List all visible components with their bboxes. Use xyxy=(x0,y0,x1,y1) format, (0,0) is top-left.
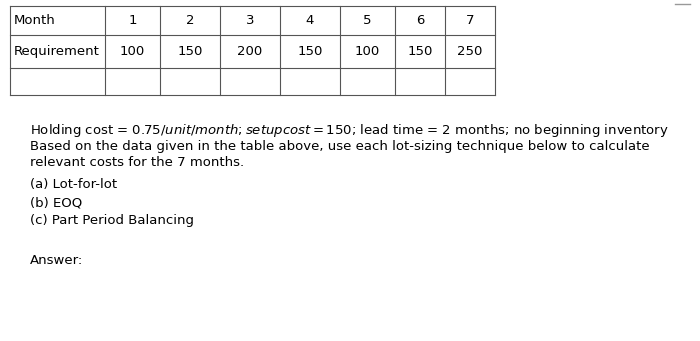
Text: 7: 7 xyxy=(466,14,475,27)
Text: 5: 5 xyxy=(363,14,372,27)
Text: 6: 6 xyxy=(416,14,424,27)
Text: 100: 100 xyxy=(355,45,380,58)
Text: 250: 250 xyxy=(457,45,483,58)
Text: Answer:: Answer: xyxy=(30,254,83,267)
Text: Month: Month xyxy=(14,14,56,27)
Text: 150: 150 xyxy=(298,45,323,58)
Text: 4: 4 xyxy=(306,14,314,27)
Text: Based on the data given in the table above, use each lot-sizing technique below : Based on the data given in the table abo… xyxy=(30,140,654,153)
Text: 1: 1 xyxy=(128,14,136,27)
Text: 150: 150 xyxy=(407,45,433,58)
Text: 2: 2 xyxy=(186,14,195,27)
Text: 100: 100 xyxy=(120,45,145,58)
Text: 200: 200 xyxy=(237,45,262,58)
Text: (a) Lot-for-lot: (a) Lot-for-lot xyxy=(30,178,117,191)
Text: 3: 3 xyxy=(246,14,254,27)
Text: 150: 150 xyxy=(177,45,203,58)
Text: (c) Part Period Balancing: (c) Part Period Balancing xyxy=(30,214,194,227)
Text: Requirement: Requirement xyxy=(14,45,100,58)
Text: (b) EOQ: (b) EOQ xyxy=(30,196,83,209)
Text: relevant costs for the 7 months.: relevant costs for the 7 months. xyxy=(30,156,244,169)
Text: Holding cost = $0.75/unit/month; setup cost = $150; lead time = 2 months; no beg: Holding cost = $0.75/unit/month; setup c… xyxy=(30,122,668,139)
